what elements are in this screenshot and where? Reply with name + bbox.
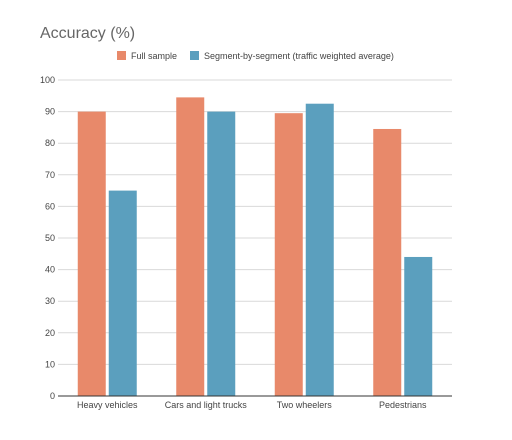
legend-label-segment: Segment-by-segment (traffic weighted ave… — [204, 51, 394, 61]
x-tick-label: Pedestrians — [379, 400, 427, 410]
y-tick-label: 20 — [45, 328, 55, 338]
y-tick-label: 70 — [45, 170, 55, 180]
y-tick-label: 0 — [50, 391, 55, 401]
x-tick-label: Heavy vehicles — [77, 400, 138, 410]
bar-full-sample-3 — [373, 128, 402, 397]
bar-full-sample-0 — [77, 111, 106, 396]
legend-swatch-segment — [190, 51, 199, 60]
bar-full-sample-2 — [274, 113, 303, 397]
y-tick-label: 30 — [45, 296, 55, 306]
y-tick-label: 80 — [45, 138, 55, 148]
x-tick-label: Two wheelers — [277, 400, 333, 410]
y-axis-ticks: 0 10 20 30 40 50 60 70 80 90 100 — [40, 75, 55, 401]
legend-swatch-full-sample — [117, 51, 126, 60]
bar-segment-2 — [305, 103, 334, 396]
x-axis-ticks: Heavy vehicles Cars and light trucks Two w… — [77, 400, 427, 410]
bar-segment-1 — [207, 111, 236, 396]
bar-segment-0 — [108, 190, 137, 396]
y-tick-label: 90 — [45, 107, 55, 117]
bar-segment-3 — [404, 256, 433, 396]
x-tick-label: Cars and light trucks — [165, 400, 248, 410]
y-tick-label: 60 — [45, 201, 55, 211]
y-tick-label: 40 — [45, 265, 55, 275]
chart-title: Accuracy (%) — [40, 25, 135, 42]
y-tick-label: 50 — [45, 233, 55, 243]
bars — [77, 97, 433, 397]
bar-full-sample-1 — [176, 97, 205, 396]
y-tick-label: 100 — [40, 75, 55, 85]
legend: Full sample Segment-by-segment (traffic … — [117, 51, 394, 61]
y-tick-label: 10 — [45, 359, 55, 369]
legend-label-full-sample: Full sample — [131, 51, 177, 61]
